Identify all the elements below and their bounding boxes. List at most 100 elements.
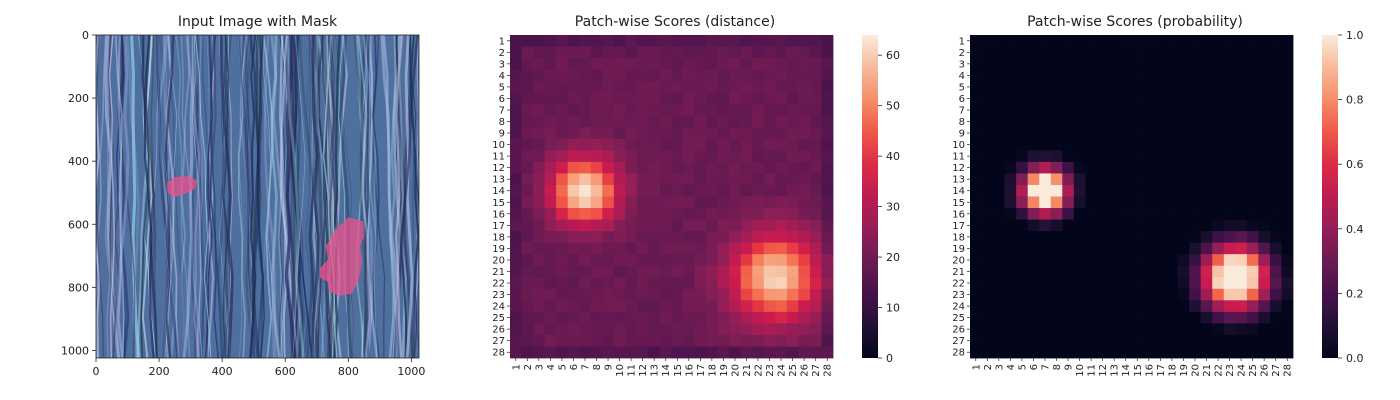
heatmap-cell <box>821 323 834 336</box>
heatmap-distance <box>510 35 834 359</box>
heatmap-cell <box>613 242 626 255</box>
heatmap-cell <box>1096 346 1109 359</box>
heatmap-cell <box>729 334 742 347</box>
heatmap-cell <box>625 115 638 128</box>
row-tick-label: 24 <box>492 302 505 313</box>
heatmap-cell <box>729 161 742 174</box>
heatmap-cell <box>786 184 799 197</box>
heatmap-cell <box>1223 184 1236 197</box>
heatmap-cell <box>1062 219 1075 232</box>
heatmap-cell <box>694 219 707 232</box>
heatmap-cell <box>993 69 1006 82</box>
heatmap-cell <box>1143 173 1155 186</box>
heatmap-cell <box>706 231 719 244</box>
heatmap-cell <box>590 219 603 232</box>
heatmap-cell <box>786 231 799 244</box>
heatmap-cell <box>613 150 626 163</box>
heatmap-cell <box>981 208 994 220</box>
heatmap-cell <box>1004 277 1017 290</box>
col-tick-label: 3 <box>534 364 545 370</box>
row-tick-label: 9 <box>959 129 965 140</box>
heatmap-cell <box>533 58 546 71</box>
heatmap-cell <box>786 242 799 255</box>
heatmap-cell <box>1235 92 1248 105</box>
heatmap-cell <box>1085 219 1098 232</box>
heatmap-cell <box>809 104 822 117</box>
heatmap-cell <box>993 196 1006 209</box>
heatmap-cell <box>1096 35 1109 47</box>
heatmap-cell <box>521 254 534 267</box>
heatmap-cell <box>510 35 522 47</box>
heatmap-cell <box>1143 265 1155 278</box>
heatmap-cell <box>717 334 730 347</box>
heatmap-cell <box>1177 35 1190 47</box>
heatmap-cell <box>717 173 730 186</box>
heatmap-cell <box>1050 173 1063 186</box>
heatmap-cell <box>1269 288 1282 301</box>
heatmap-cell <box>1177 127 1190 140</box>
heatmap-cell <box>671 323 684 336</box>
heatmap-cell <box>775 92 788 105</box>
heatmap-cell <box>1016 104 1029 117</box>
heatmap-cell <box>556 300 569 313</box>
heatmap-cell <box>809 150 822 163</box>
heatmap-cell <box>1200 184 1213 197</box>
heatmap-cell <box>1143 346 1155 359</box>
heatmap-cell <box>521 265 534 278</box>
heatmap-cell <box>602 127 615 140</box>
heatmap-cell <box>694 300 707 313</box>
heatmap-cell <box>809 138 822 151</box>
heatmap-cell <box>1212 265 1225 278</box>
input-image <box>96 35 419 358</box>
heatmap-cell <box>1212 311 1225 324</box>
heatmap-cell <box>1269 104 1282 117</box>
heatmap-cell <box>556 334 569 347</box>
heatmap-cell <box>590 150 603 163</box>
heatmap-cell <box>636 219 649 232</box>
heatmap-cell <box>1027 58 1040 71</box>
row-tick-label: 12 <box>492 163 505 174</box>
heatmap-cell <box>648 184 661 197</box>
heatmap-cell <box>1016 311 1029 324</box>
heatmap-cell <box>1212 208 1225 220</box>
heatmap-cell <box>1119 184 1132 197</box>
heatmap-cell <box>1050 219 1063 232</box>
heatmap-cell <box>1246 35 1259 47</box>
heatmap-cell <box>1016 184 1029 197</box>
heatmap-cell <box>752 69 765 82</box>
heatmap-cell <box>1189 323 1202 336</box>
heatmap-cell <box>981 242 994 255</box>
heatmap-cell <box>659 323 672 336</box>
heatmap-cell <box>1166 81 1179 94</box>
heatmap-cell <box>579 35 592 47</box>
heatmap-cell <box>1085 127 1098 140</box>
heatmap-cell <box>1154 35 1167 47</box>
heatmap-cell <box>510 265 522 278</box>
heatmap-cell <box>1073 115 1086 128</box>
heatmap-cell <box>648 300 661 313</box>
heatmap-cell <box>579 46 592 59</box>
heatmap-cell <box>1062 242 1075 255</box>
heatmap-cell <box>521 334 534 347</box>
heatmap-cell <box>1119 115 1132 128</box>
heatmap-cell <box>970 311 982 324</box>
heatmap-cell <box>970 127 982 140</box>
heatmap-cell <box>1004 104 1017 117</box>
heatmap-cell <box>786 150 799 163</box>
heatmap-cell <box>1016 346 1029 359</box>
heatmap-cell <box>1085 150 1098 163</box>
row-tick-label: 28 <box>952 348 965 359</box>
heatmap-cell <box>602 138 615 151</box>
heatmap-cell <box>970 35 982 47</box>
heatmap-cell <box>533 69 546 82</box>
heatmap-cell <box>1039 300 1052 313</box>
col-tick-label: 20 <box>1190 364 1201 377</box>
heatmap-cell <box>1027 254 1040 267</box>
heatmap-cell <box>1235 242 1248 255</box>
heatmap-cell <box>533 277 546 290</box>
heatmap-cell <box>556 92 569 105</box>
heatmap-cell <box>1131 265 1144 278</box>
heatmap-cell <box>648 58 661 71</box>
heatmap-cell <box>821 173 834 186</box>
heatmap-cell <box>648 46 661 59</box>
